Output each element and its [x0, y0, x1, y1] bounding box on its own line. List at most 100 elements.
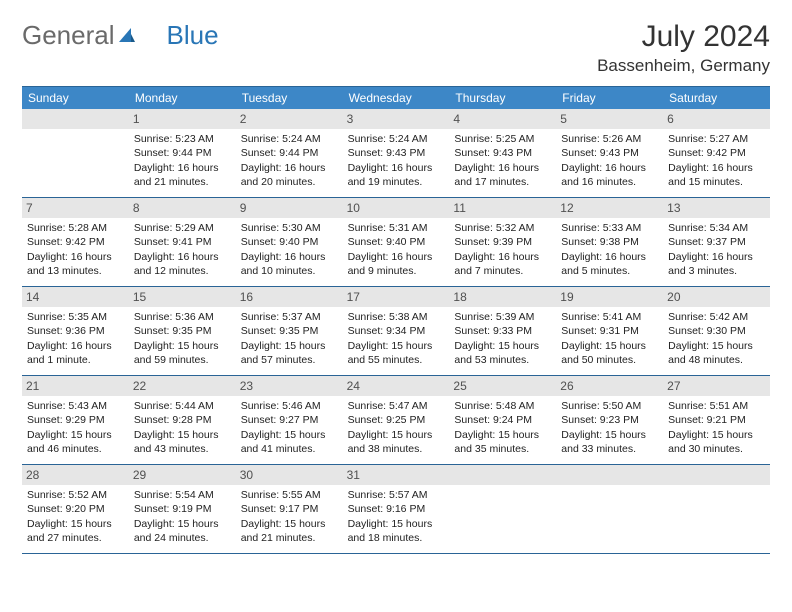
sunset-text: Sunset: 9:31 PM [561, 324, 658, 338]
day-cell: 26Sunrise: 5:50 AMSunset: 9:23 PMDayligh… [556, 376, 663, 464]
daylight-text: Daylight: 16 hours and 21 minutes. [134, 161, 231, 189]
sunrise-text: Sunrise: 5:50 AM [561, 399, 658, 413]
day-cell: 7Sunrise: 5:28 AMSunset: 9:42 PMDaylight… [22, 198, 129, 286]
day-cell [663, 465, 770, 553]
day-details: Sunrise: 5:46 AMSunset: 9:27 PMDaylight:… [236, 396, 343, 461]
daylight-text: Daylight: 15 hours and 55 minutes. [348, 339, 445, 367]
day-number: 14 [22, 287, 129, 307]
sunset-text: Sunset: 9:43 PM [348, 146, 445, 160]
day-details: Sunrise: 5:47 AMSunset: 9:25 PMDaylight:… [343, 396, 450, 461]
day-cell [449, 465, 556, 553]
sunset-text: Sunset: 9:43 PM [454, 146, 551, 160]
daylight-text: Daylight: 16 hours and 3 minutes. [668, 250, 765, 278]
day-number: 20 [663, 287, 770, 307]
sunrise-text: Sunrise: 5:26 AM [561, 132, 658, 146]
day-details: Sunrise: 5:52 AMSunset: 9:20 PMDaylight:… [22, 485, 129, 550]
sunrise-text: Sunrise: 5:24 AM [348, 132, 445, 146]
daylight-text: Daylight: 15 hours and 46 minutes. [27, 428, 124, 456]
day-details: Sunrise: 5:36 AMSunset: 9:35 PMDaylight:… [129, 307, 236, 372]
day-details: Sunrise: 5:28 AMSunset: 9:42 PMDaylight:… [22, 218, 129, 283]
day-number [449, 465, 556, 485]
day-cell: 17Sunrise: 5:38 AMSunset: 9:34 PMDayligh… [343, 287, 450, 375]
day-cell: 25Sunrise: 5:48 AMSunset: 9:24 PMDayligh… [449, 376, 556, 464]
sunset-text: Sunset: 9:44 PM [134, 146, 231, 160]
sunrise-text: Sunrise: 5:25 AM [454, 132, 551, 146]
sunset-text: Sunset: 9:37 PM [668, 235, 765, 249]
day-details: Sunrise: 5:30 AMSunset: 9:40 PMDaylight:… [236, 218, 343, 283]
day-cell: 13Sunrise: 5:34 AMSunset: 9:37 PMDayligh… [663, 198, 770, 286]
daylight-text: Daylight: 15 hours and 30 minutes. [668, 428, 765, 456]
day-number: 23 [236, 376, 343, 396]
day-cell [22, 109, 129, 197]
daylight-text: Daylight: 15 hours and 24 minutes. [134, 517, 231, 545]
day-cell: 18Sunrise: 5:39 AMSunset: 9:33 PMDayligh… [449, 287, 556, 375]
day-number [663, 465, 770, 485]
day-details: Sunrise: 5:43 AMSunset: 9:29 PMDaylight:… [22, 396, 129, 461]
day-details: Sunrise: 5:27 AMSunset: 9:42 PMDaylight:… [663, 129, 770, 194]
weekday-label: Thursday [449, 87, 556, 109]
day-cell: 20Sunrise: 5:42 AMSunset: 9:30 PMDayligh… [663, 287, 770, 375]
day-number: 29 [129, 465, 236, 485]
sunset-text: Sunset: 9:17 PM [241, 502, 338, 516]
sunrise-text: Sunrise: 5:47 AM [348, 399, 445, 413]
sunset-text: Sunset: 9:36 PM [27, 324, 124, 338]
day-number: 18 [449, 287, 556, 307]
day-details: Sunrise: 5:32 AMSunset: 9:39 PMDaylight:… [449, 218, 556, 283]
day-number: 6 [663, 109, 770, 129]
month-title: July 2024 [597, 20, 770, 54]
sunset-text: Sunset: 9:23 PM [561, 413, 658, 427]
daylight-text: Daylight: 16 hours and 20 minutes. [241, 161, 338, 189]
sunrise-text: Sunrise: 5:29 AM [134, 221, 231, 235]
day-details: Sunrise: 5:31 AMSunset: 9:40 PMDaylight:… [343, 218, 450, 283]
daylight-text: Daylight: 16 hours and 16 minutes. [561, 161, 658, 189]
daylight-text: Daylight: 16 hours and 1 minute. [27, 339, 124, 367]
day-details: Sunrise: 5:26 AMSunset: 9:43 PMDaylight:… [556, 129, 663, 194]
daylight-text: Daylight: 15 hours and 43 minutes. [134, 428, 231, 456]
sunrise-text: Sunrise: 5:35 AM [27, 310, 124, 324]
sunset-text: Sunset: 9:28 PM [134, 413, 231, 427]
weekday-label: Friday [556, 87, 663, 109]
day-number: 17 [343, 287, 450, 307]
sunset-text: Sunset: 9:34 PM [348, 324, 445, 338]
calendar-body: 1Sunrise: 5:23 AMSunset: 9:44 PMDaylight… [22, 109, 770, 554]
day-number: 2 [236, 109, 343, 129]
day-details: Sunrise: 5:29 AMSunset: 9:41 PMDaylight:… [129, 218, 236, 283]
sunrise-text: Sunrise: 5:46 AM [241, 399, 338, 413]
day-number: 9 [236, 198, 343, 218]
sunset-text: Sunset: 9:19 PM [134, 502, 231, 516]
sunset-text: Sunset: 9:29 PM [27, 413, 124, 427]
day-number: 21 [22, 376, 129, 396]
day-cell: 2Sunrise: 5:24 AMSunset: 9:44 PMDaylight… [236, 109, 343, 197]
day-cell: 29Sunrise: 5:54 AMSunset: 9:19 PMDayligh… [129, 465, 236, 553]
day-details: Sunrise: 5:54 AMSunset: 9:19 PMDaylight:… [129, 485, 236, 550]
day-number: 10 [343, 198, 450, 218]
daylight-text: Daylight: 15 hours and 48 minutes. [668, 339, 765, 367]
daylight-text: Daylight: 15 hours and 35 minutes. [454, 428, 551, 456]
sunrise-text: Sunrise: 5:43 AM [27, 399, 124, 413]
day-details: Sunrise: 5:35 AMSunset: 9:36 PMDaylight:… [22, 307, 129, 372]
weekday-label: Monday [129, 87, 236, 109]
weekday-label: Tuesday [236, 87, 343, 109]
daylight-text: Daylight: 15 hours and 21 minutes. [241, 517, 338, 545]
daylight-text: Daylight: 15 hours and 38 minutes. [348, 428, 445, 456]
day-details: Sunrise: 5:38 AMSunset: 9:34 PMDaylight:… [343, 307, 450, 372]
sunrise-text: Sunrise: 5:28 AM [27, 221, 124, 235]
daylight-text: Daylight: 16 hours and 17 minutes. [454, 161, 551, 189]
sunset-text: Sunset: 9:44 PM [241, 146, 338, 160]
daylight-text: Daylight: 16 hours and 13 minutes. [27, 250, 124, 278]
day-details: Sunrise: 5:37 AMSunset: 9:35 PMDaylight:… [236, 307, 343, 372]
day-details: Sunrise: 5:24 AMSunset: 9:43 PMDaylight:… [343, 129, 450, 194]
day-cell: 14Sunrise: 5:35 AMSunset: 9:36 PMDayligh… [22, 287, 129, 375]
sunset-text: Sunset: 9:38 PM [561, 235, 658, 249]
sunrise-text: Sunrise: 5:55 AM [241, 488, 338, 502]
daylight-text: Daylight: 16 hours and 15 minutes. [668, 161, 765, 189]
day-details: Sunrise: 5:23 AMSunset: 9:44 PMDaylight:… [129, 129, 236, 194]
day-details: Sunrise: 5:24 AMSunset: 9:44 PMDaylight:… [236, 129, 343, 194]
logo-sail-icon [117, 20, 137, 51]
day-number: 11 [449, 198, 556, 218]
sunrise-text: Sunrise: 5:36 AM [134, 310, 231, 324]
day-number: 31 [343, 465, 450, 485]
day-number: 12 [556, 198, 663, 218]
day-number: 27 [663, 376, 770, 396]
day-details: Sunrise: 5:51 AMSunset: 9:21 PMDaylight:… [663, 396, 770, 461]
